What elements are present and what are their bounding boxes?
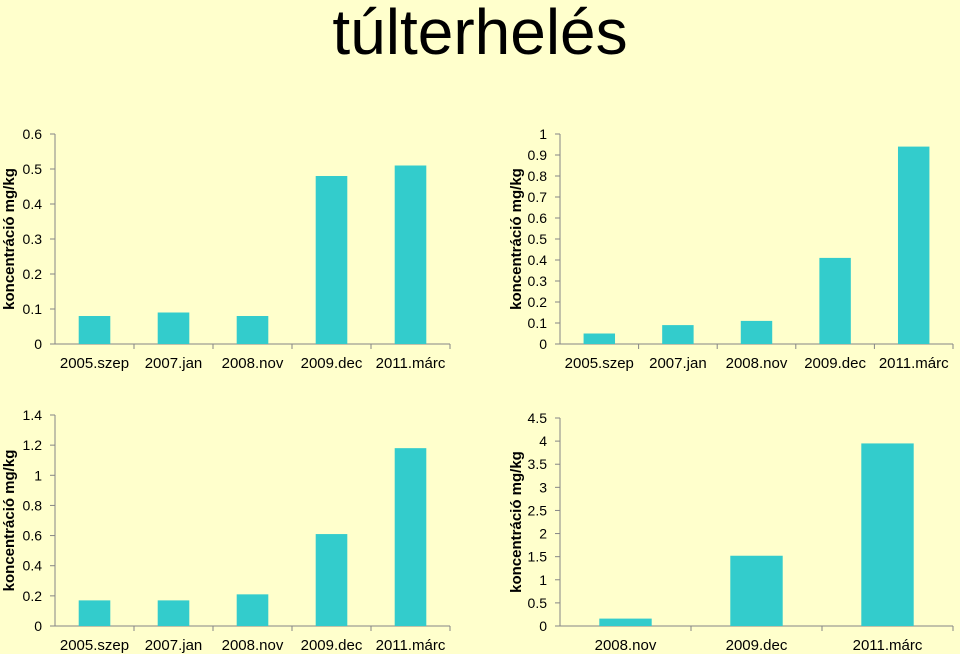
y-tick-label: 0.3: [23, 231, 43, 247]
x-tick-label: 2008.nov: [222, 355, 284, 372]
x-tick-label: 2011.márc: [376, 637, 446, 654]
y-tick-label: 0.6: [528, 210, 548, 226]
x-tick-label: 2011.márc: [879, 355, 949, 372]
y-tick-label: 0.1: [528, 315, 548, 331]
bar: [157, 312, 190, 344]
y-tick-label: 0.4: [23, 558, 43, 574]
x-tick-label: 2009.dec: [726, 637, 788, 654]
bar: [819, 257, 851, 344]
y-tick-label: 0.5: [23, 161, 43, 177]
x-tick-label: 2005.szep: [565, 355, 634, 372]
y-tick-label: 0.8: [23, 497, 43, 513]
y-axis-title: koncentráció mg/kg: [508, 451, 525, 593]
bar: [897, 146, 930, 344]
y-tick-label: 2.5: [528, 502, 548, 518]
y-tick-label: 0.9: [528, 147, 548, 163]
x-tick-label: 2005.szep: [60, 637, 129, 654]
x-tick-label: 2008.nov: [595, 637, 657, 654]
y-tick-label: 0.7: [528, 189, 548, 205]
y-tick-label: 0.4: [23, 196, 43, 212]
y-tick-label: 0.5: [528, 231, 548, 247]
bar: [394, 448, 427, 626]
y-tick-label: 1.5: [528, 549, 548, 565]
y-tick-label: 0: [34, 618, 42, 634]
y-tick-label: 4.5: [528, 410, 548, 426]
y-tick-label: 0.6: [23, 528, 43, 544]
x-tick-label: 2008.nov: [726, 355, 788, 372]
y-tick-label: 0: [539, 336, 547, 352]
y-axis-title: koncentráció mg/kg: [508, 168, 525, 310]
y-tick-label: 0.5: [528, 595, 548, 611]
y-tick-label: 0.3: [528, 273, 548, 289]
bar: [861, 443, 914, 626]
y-tick-label: 3: [539, 479, 547, 495]
y-tick-label: 0: [34, 336, 42, 352]
bar: [730, 555, 783, 626]
x-tick-label: 2009.dec: [301, 637, 363, 654]
bar: [157, 600, 190, 626]
x-tick-label: 2007.jan: [649, 355, 707, 372]
y-tick-label: 0.2: [23, 588, 43, 604]
y-tick-label: 1: [539, 126, 547, 142]
x-tick-label: 2011.márc: [853, 637, 923, 654]
bar: [78, 600, 111, 626]
bar: [662, 325, 694, 344]
y-tick-label: 3.5: [528, 456, 548, 472]
y-tick-label: 1: [539, 572, 547, 588]
bar: [599, 618, 652, 626]
y-tick-label: 4: [539, 433, 547, 449]
y-axis-title: koncentráció mg/kg: [1, 168, 18, 310]
page-title: túlterhelés: [332, 0, 628, 68]
y-tick-label: 0.4: [528, 252, 548, 268]
y-axis-title: koncentráció mg/kg: [1, 450, 18, 592]
bar: [740, 320, 773, 344]
y-tick-label: 1.4: [23, 407, 43, 423]
x-tick-label: 2011.márc: [376, 355, 446, 372]
bar: [394, 165, 427, 344]
bar: [236, 594, 269, 626]
x-tick-label: 2007.jan: [145, 355, 203, 372]
x-tick-label: 2005.szep: [60, 355, 129, 372]
x-tick-label: 2008.nov: [222, 637, 284, 654]
y-tick-label: 0: [539, 618, 547, 634]
x-tick-label: 2009.dec: [301, 355, 363, 372]
y-tick-label: 0.2: [23, 266, 43, 282]
y-tick-label: 0.8: [528, 168, 548, 184]
bar: [236, 316, 269, 344]
bar: [78, 316, 111, 344]
y-tick-label: 1.2: [23, 437, 43, 453]
x-tick-label: 2009.dec: [804, 355, 866, 372]
bar: [315, 534, 348, 626]
bar: [583, 333, 616, 344]
y-tick-label: 1: [34, 467, 42, 483]
bar: [315, 176, 348, 344]
y-tick-label: 0.2: [528, 294, 548, 310]
x-tick-label: 2007.jan: [145, 637, 203, 654]
y-tick-label: 0.1: [23, 301, 43, 317]
y-tick-label: 0.6: [23, 126, 43, 142]
y-tick-label: 2: [539, 526, 547, 542]
